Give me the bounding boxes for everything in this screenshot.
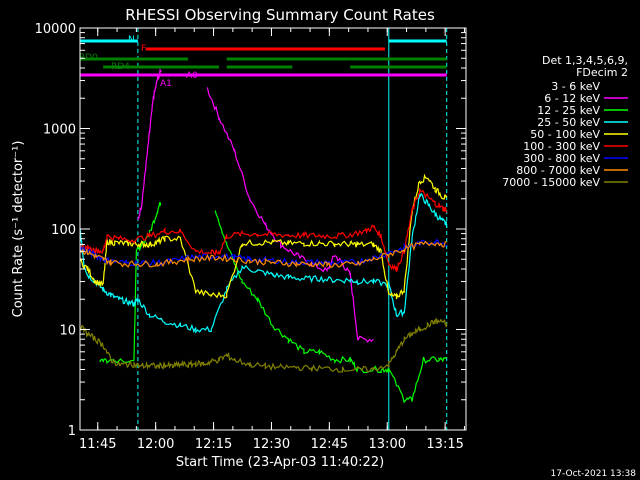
legend-label: 7000 - 15000 keV xyxy=(502,176,600,189)
series-line xyxy=(79,317,448,373)
x-tick-label: 13:15 xyxy=(426,437,463,452)
legend-label: 100 - 300 keV xyxy=(523,140,600,153)
x-tick-label: 12:00 xyxy=(137,437,174,452)
series-line xyxy=(99,202,448,403)
state-label-rd0: RD0 xyxy=(79,53,98,63)
x-axis-label: Start Time (23-Apr-03 11:40:22) xyxy=(176,455,384,470)
y-tick-label: 1 xyxy=(68,424,76,439)
footer-date: 17-Oct-2021 13:38 xyxy=(551,469,637,479)
state-label-a0: A0 xyxy=(186,71,198,81)
series-line xyxy=(137,68,374,343)
plot-area: NF RD0 RD4 A0 A1 xyxy=(79,28,448,430)
y-tick-label: 100 xyxy=(51,223,76,238)
legend-label: 50 - 100 keV xyxy=(530,128,600,141)
x-tick-label: 11:45 xyxy=(79,437,116,452)
x-tick-label: 12:30 xyxy=(253,437,290,452)
state-label-n: N xyxy=(128,35,135,45)
y-tick-label: 10000 xyxy=(35,22,76,37)
state-label-a1: A1 xyxy=(160,79,172,89)
y-axis-label: Count Rate (s⁻¹ detector⁻¹) xyxy=(11,141,26,318)
y-tick-label: 1000 xyxy=(43,123,76,138)
state-label-rd4: RD4 xyxy=(111,62,130,72)
legend-header: FDecim 2 xyxy=(576,66,628,79)
legend-label: 12 - 25 keV xyxy=(537,104,600,117)
series-line xyxy=(137,95,347,237)
legend-label: 6 - 12 keV xyxy=(544,92,600,105)
y-axis: 1 10 100 1000 10000 xyxy=(35,22,466,439)
chart-title: RHESSI Observing Summary Count Rates xyxy=(125,6,435,24)
legend-label: 3 - 6 keV xyxy=(551,80,600,93)
x-tick-label: 12:15 xyxy=(195,437,232,452)
x-axis: 11:45 12:00 12:15 12:30 12:45 13:00 13:15 xyxy=(79,28,465,452)
series-line xyxy=(79,240,447,269)
legend-label: 25 - 50 keV xyxy=(537,116,600,129)
legend-label: 300 - 800 keV xyxy=(523,152,600,165)
y-tick-label: 10 xyxy=(59,324,76,339)
legend-label: 800 - 7000 keV xyxy=(516,164,600,177)
legend-header: Det 1,3,4,5,6,9, xyxy=(542,54,628,67)
x-tick-label: 13:00 xyxy=(369,437,406,452)
series-line xyxy=(79,192,448,334)
x-tick-label: 12:45 xyxy=(311,437,348,452)
series-line xyxy=(79,173,448,300)
series-line xyxy=(79,187,448,272)
state-label-f: F xyxy=(141,44,146,54)
